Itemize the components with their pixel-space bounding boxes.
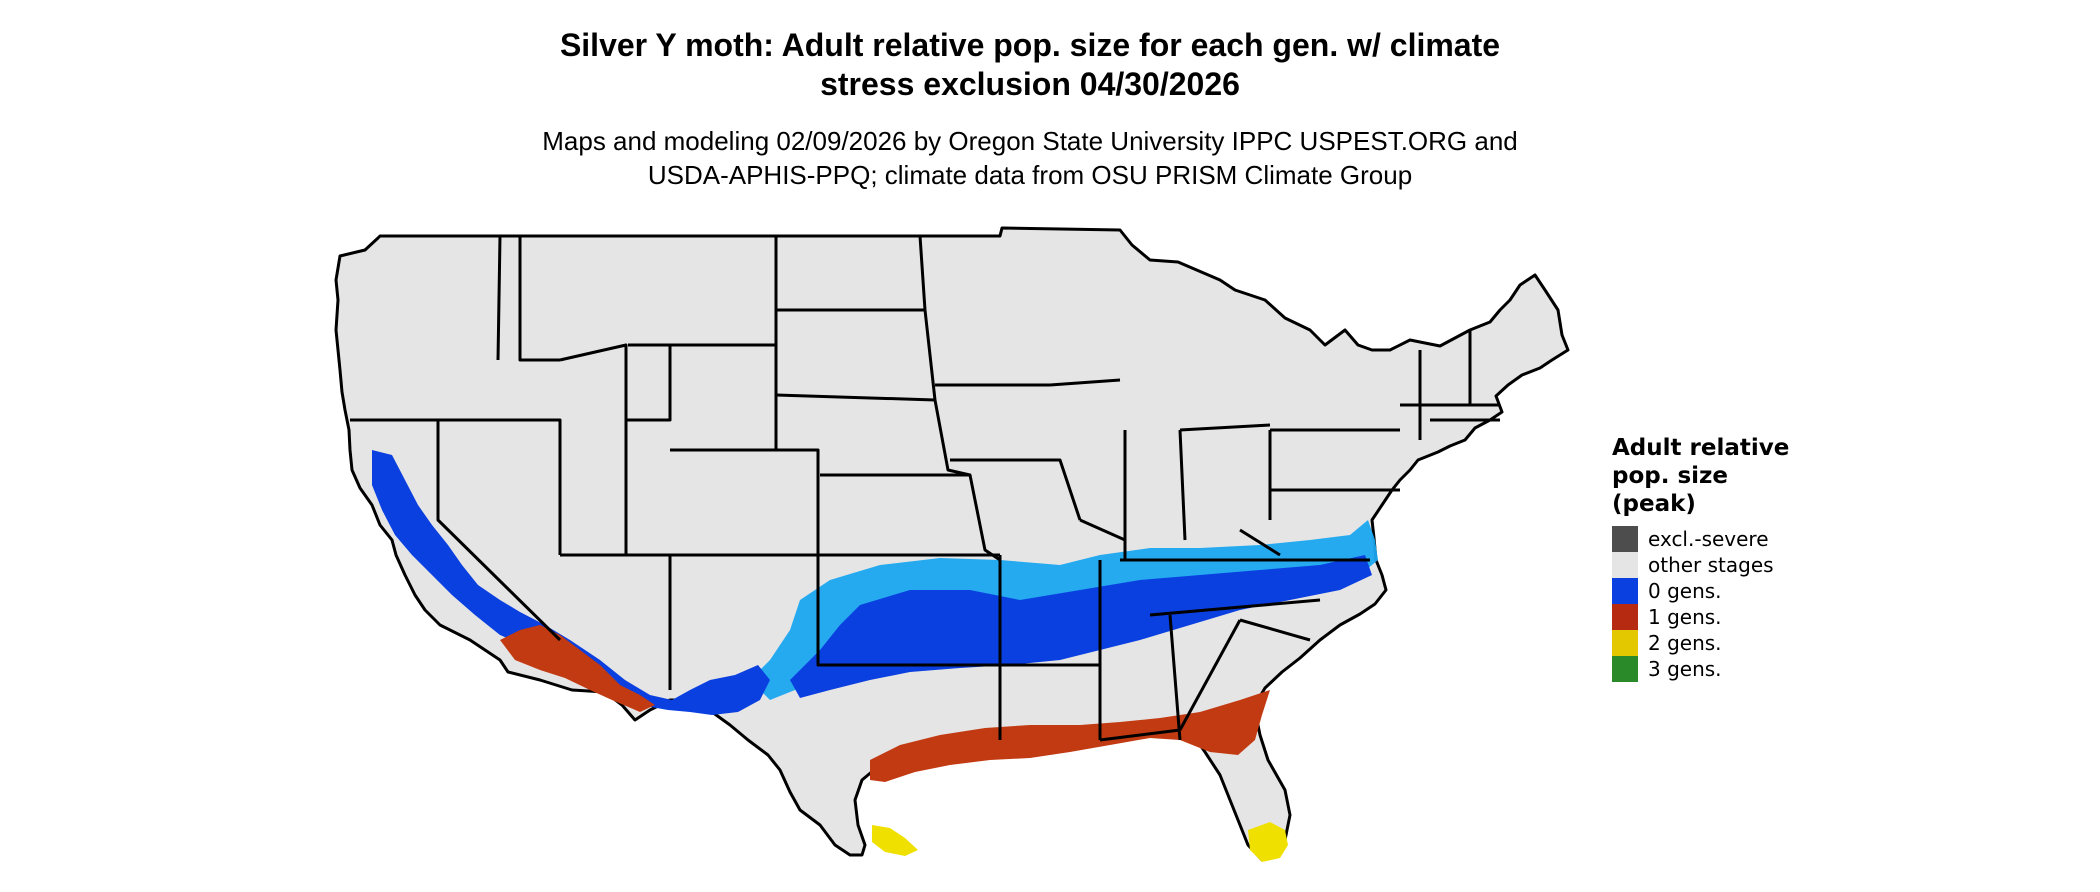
map-subtitle-line1: Maps and modeling 02/09/2026 by Oregon S… bbox=[542, 126, 1518, 156]
legend-item-2-gens: 2 gens. bbox=[1612, 630, 1832, 656]
legend-label: other stages bbox=[1648, 553, 1774, 577]
legend-swatch bbox=[1612, 526, 1638, 552]
legend-title-line2: pop. size bbox=[1612, 463, 1729, 489]
zone-1-gens-gulf bbox=[870, 690, 1270, 782]
legend-title-line3: (peak) bbox=[1612, 491, 1696, 517]
map-title-line1: Silver Y moth: Adult relative pop. size … bbox=[559, 27, 1501, 63]
legend-item-0-gens: 0 gens. bbox=[1612, 578, 1832, 604]
legend-label: excl.-severe bbox=[1648, 527, 1769, 551]
legend-swatch bbox=[1612, 552, 1638, 578]
zone-1-gens-southwest bbox=[500, 625, 655, 712]
map-title: Silver Y moth: Adult relative pop. size … bbox=[420, 26, 1640, 104]
legend-label: 0 gens. bbox=[1648, 579, 1722, 603]
legend-item-other-stages: other stages bbox=[1612, 552, 1832, 578]
legend-label: 3 gens. bbox=[1648, 657, 1722, 681]
legend-label: 1 gens. bbox=[1648, 605, 1722, 629]
legend-title-line1: Adult relative bbox=[1612, 435, 1790, 461]
legend-swatch bbox=[1612, 578, 1638, 604]
map-subtitle: Maps and modeling 02/09/2026 by Oregon S… bbox=[420, 124, 1640, 192]
legend: Adult relative pop. size (peak) excl.-se… bbox=[1612, 434, 1832, 682]
legend-item-1-gens: 1 gens. bbox=[1612, 604, 1832, 630]
legend-swatch bbox=[1612, 630, 1638, 656]
legend-label: 2 gens. bbox=[1648, 631, 1722, 655]
legend-title: Adult relative pop. size (peak) bbox=[1612, 434, 1802, 518]
zone-0-gens-dark bbox=[790, 555, 1372, 698]
legend-swatch bbox=[1612, 604, 1638, 630]
map-subtitle-line2: USDA-APHIS-PPQ; climate data from OSU PR… bbox=[647, 160, 1413, 190]
legend-item-excl-severe: excl.-severe bbox=[1612, 526, 1832, 552]
state-borders bbox=[350, 234, 1500, 742]
zone-2-gens-florida bbox=[1248, 822, 1288, 862]
legend-swatch bbox=[1612, 656, 1638, 682]
legend-item-3-gens: 3 gens. bbox=[1612, 656, 1832, 682]
zone-2-gens-texas bbox=[872, 825, 918, 856]
map-title-line2: stress exclusion 04/30/2026 bbox=[820, 66, 1240, 102]
